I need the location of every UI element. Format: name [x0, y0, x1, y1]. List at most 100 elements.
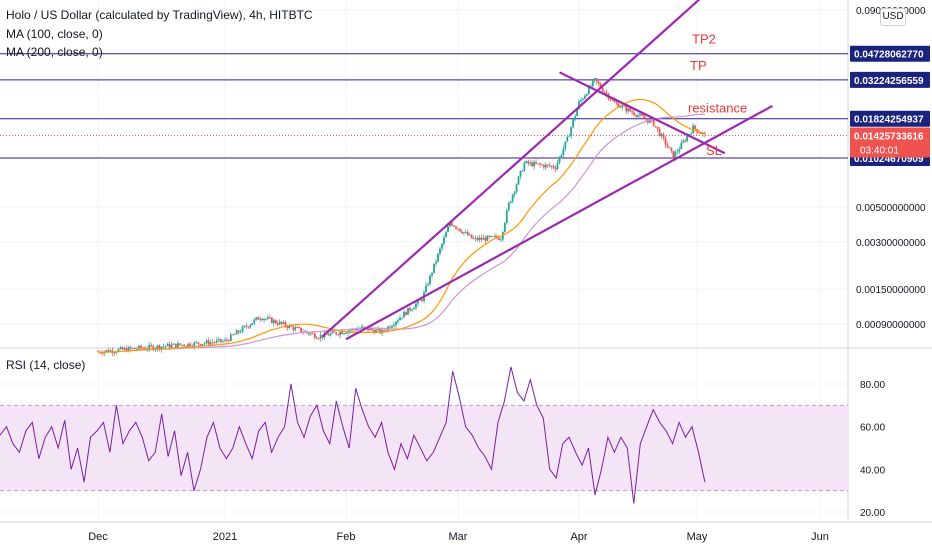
annotation-resistance: resistance: [688, 101, 747, 116]
ma200-legend[interactable]: MA (200, close, 0): [6, 45, 103, 59]
candle-body: [239, 331, 242, 333]
currency-button[interactable]: USD: [880, 8, 906, 26]
candle-body: [313, 333, 316, 338]
candle: [123, 346, 126, 351]
candle: [597, 79, 600, 88]
candle: [427, 282, 429, 287]
candle-body: [197, 342, 200, 345]
candle-body: [164, 346, 167, 348]
candle: [261, 317, 263, 322]
candle: [185, 345, 187, 347]
candle-body: [195, 342, 198, 344]
price-tag-label: 0.01824254937: [854, 115, 924, 126]
candle: [670, 147, 673, 154]
candle-body: [541, 164, 543, 166]
candle-body: [417, 299, 419, 304]
candle-body: [224, 339, 226, 342]
candle-body: [308, 332, 310, 335]
time-axis[interactable]: Dec 2021 Feb Mar Apr May Jun: [88, 531, 829, 543]
symbol-title: Holo / US Dollar (calculated by TradingV…: [6, 8, 313, 22]
candle: [298, 326, 301, 329]
candle: [257, 316, 260, 320]
candle-body: [639, 113, 641, 116]
candle: [441, 242, 443, 252]
candle-body: [272, 320, 275, 324]
time-tick-label: Feb: [337, 531, 356, 543]
candle-body: [228, 340, 230, 341]
candle-body: [265, 318, 267, 320]
candle-body: [113, 352, 116, 354]
candle-body: [429, 275, 431, 285]
candle-body: [229, 334, 232, 341]
candle-body: [584, 95, 586, 99]
price-tag-label: 0.04728062770: [854, 50, 924, 61]
candle-body: [435, 261, 437, 264]
candle-body: [652, 119, 655, 126]
candle: [664, 135, 667, 149]
candle-body: [235, 330, 238, 335]
candle: [609, 98, 612, 102]
candle-body: [441, 243, 443, 249]
candle: [566, 136, 569, 142]
candle-body: [339, 331, 342, 336]
candle: [513, 190, 516, 198]
candle: [541, 163, 543, 166]
candle-body: [503, 222, 506, 232]
candle-body: [397, 320, 399, 322]
candle-body: [658, 129, 661, 136]
trendline: [559, 71, 726, 155]
candle: [521, 169, 524, 172]
candle: [637, 112, 639, 119]
candle: [486, 235, 489, 242]
candle-body: [421, 299, 423, 301]
candle: [480, 234, 483, 243]
candle-body: [290, 325, 293, 327]
candle: [211, 339, 214, 346]
candle-body: [591, 80, 594, 87]
time-tick-label: May: [687, 531, 708, 543]
candle-body: [664, 137, 667, 145]
candle: [228, 338, 230, 343]
candle: [470, 234, 473, 239]
candle: [339, 330, 342, 339]
candle-body: [564, 141, 567, 149]
candle: [203, 341, 206, 346]
candle-body: [560, 154, 563, 158]
candle-body: [379, 328, 381, 334]
candle: [329, 332, 332, 337]
candle: [249, 323, 252, 329]
candle-body: [156, 345, 159, 349]
candle-body: [345, 333, 347, 334]
candle: [515, 183, 518, 194]
rsi-axis[interactable]: 80.00 60.00 40.00 20.00: [860, 380, 885, 519]
candle: [443, 234, 445, 247]
candle: [585, 93, 588, 97]
rsi-legend[interactable]: RSI (14, close): [6, 358, 86, 372]
candle: [535, 158, 537, 165]
candle-body: [367, 327, 369, 331]
ma100-legend[interactable]: MA (100, close, 0): [6, 27, 103, 41]
candle: [280, 321, 283, 327]
rsi-line: [0, 366, 706, 504]
candle-body: [375, 329, 377, 334]
time-tick-label: Mar: [449, 531, 468, 543]
candle: [533, 159, 536, 170]
candle: [278, 319, 281, 326]
candle-body: [572, 119, 575, 128]
candle-body: [537, 163, 539, 165]
candle-body: [121, 347, 124, 350]
candle: [482, 234, 485, 240]
candle-body: [459, 228, 461, 232]
candle: [415, 301, 417, 311]
candle-body: [468, 234, 471, 236]
candle: [552, 163, 555, 170]
candle: [593, 77, 596, 84]
candle-body: [523, 162, 526, 171]
candle-body: [168, 343, 171, 348]
candle: [484, 235, 487, 245]
candle: [570, 126, 573, 140]
candle-body: [215, 340, 218, 343]
candle-body: [127, 347, 130, 352]
candle-body: [670, 147, 673, 151]
